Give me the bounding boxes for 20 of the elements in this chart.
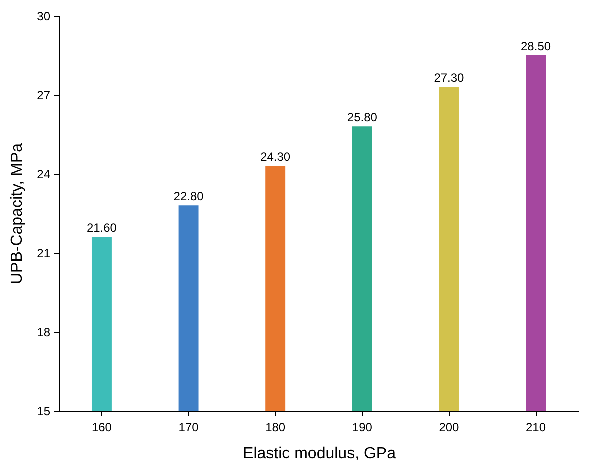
y-tick-label: 21 — [37, 246, 51, 260]
data-label: 27.30 — [434, 71, 465, 86]
data-label: 28.50 — [521, 40, 552, 54]
x-tick-label: 190 — [352, 420, 373, 434]
data-label: 24.30 — [260, 150, 291, 164]
data-label: 25.80 — [347, 110, 378, 125]
data-label: 22.80 — [174, 190, 204, 204]
x-tick-label: 200 — [439, 420, 460, 434]
x-tick-label: 180 — [266, 420, 286, 434]
x-tick-label: 160 — [92, 420, 112, 434]
y-tick-label: 24 — [37, 168, 51, 182]
x-tick-label: 170 — [178, 420, 200, 434]
x-axis-title: Elastic modulus, GPa — [243, 446, 396, 462]
y-tick-label: 30 — [37, 10, 51, 24]
x-tick-label: 210 — [526, 420, 546, 434]
data-label: 21.60 — [86, 221, 118, 236]
y-tick-label: 15 — [37, 404, 51, 418]
y-tick-label: 27 — [37, 88, 51, 102]
y-axis-title: UPB-Capacity, MPa — [9, 143, 26, 285]
y-tick-label: 18 — [37, 326, 51, 340]
